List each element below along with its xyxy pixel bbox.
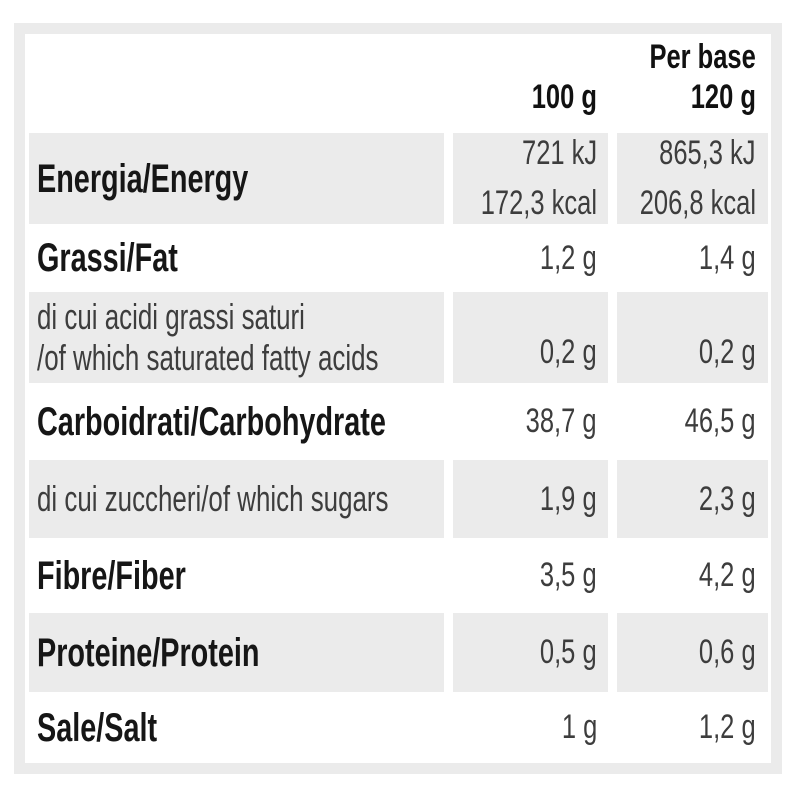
sugars-value-base: 2,3 g — [617, 460, 768, 538]
carbohydrate-value-base: 46,5 g — [617, 383, 768, 460]
table-row-carbohydrate: Carboidrati/Carbohydrate 38,7 g 46,5 g — [29, 383, 768, 460]
header-per-base-line2: 120 g — [690, 77, 756, 116]
protein-100g: 0,5 g — [540, 633, 597, 672]
carbohydrate-label-cell: Carboidrati/Carbohydrate — [29, 383, 444, 460]
column-gap — [608, 613, 617, 692]
carbohydrate-100g: 38,7 g — [526, 402, 597, 441]
column-gap — [444, 460, 453, 538]
column-gap — [444, 613, 453, 692]
column-gap — [608, 34, 617, 133]
column-gap — [444, 383, 453, 460]
nutrition-table: 100 g Per base 120 g Energia/Energy 721 … — [14, 23, 782, 774]
header-100g-label: 100 g — [531, 77, 597, 116]
protein-label: Proteine/Protein — [37, 630, 260, 675]
saturated-label-en: /of which saturated fatty acids — [37, 336, 379, 378]
energy-label-cell: Energia/Energy — [29, 133, 444, 224]
protein-base: 0,6 g — [699, 633, 756, 672]
protein-value-base: 0,6 g — [617, 613, 768, 692]
salt-value-100g: 1 g — [453, 692, 608, 763]
column-gap — [608, 538, 617, 613]
sugars-value-100g: 1,9 g — [453, 460, 608, 538]
carbohydrate-label: Carboidrati/Carbohydrate — [37, 399, 386, 444]
carbohydrate-value-100g: 38,7 g — [453, 383, 608, 460]
salt-value-base: 1,2 g — [617, 692, 768, 763]
fat-100g: 1,2 g — [540, 238, 597, 277]
saturated-label-it: di cui acidi grassi saturi — [37, 296, 305, 338]
salt-label: Sale/Salt — [37, 705, 158, 750]
fat-base: 1,4 g — [699, 238, 756, 277]
energy-value-100g: 721 kJ 172,3 kcal — [453, 133, 608, 224]
energy-label: Energia/Energy — [37, 156, 249, 201]
header-col-100g: 100 g — [453, 34, 608, 133]
salt-label-cell: Sale/Salt — [29, 692, 444, 763]
fiber-base: 4,2 g — [699, 556, 756, 595]
column-gap — [608, 383, 617, 460]
fat-label-cell: Grassi/Fat — [29, 224, 444, 292]
saturated-base: 0,2 g — [699, 333, 756, 372]
column-gap — [444, 292, 453, 383]
header-per-base-line1: Per base — [649, 37, 756, 76]
fiber-100g: 3,5 g — [540, 556, 597, 595]
fat-value-base: 1,4 g — [617, 224, 768, 292]
table-row-saturated-fat: di cui acidi grassi saturi /of which sat… — [29, 292, 768, 383]
energy-kcal-base: 206,8 kcal — [639, 183, 756, 222]
column-gap — [608, 133, 617, 224]
fiber-value-base: 4,2 g — [617, 538, 768, 613]
sugars-label-cell: di cui zuccheri/of which sugars — [29, 460, 444, 538]
table-row-protein: Proteine/Protein 0,5 g 0,6 g — [29, 613, 768, 692]
saturated-100g: 0,2 g — [540, 333, 597, 372]
protein-label-cell: Proteine/Protein — [29, 613, 444, 692]
column-gap — [608, 460, 617, 538]
energy-kcal-100g: 172,3 kcal — [480, 183, 597, 222]
sugars-base: 2,3 g — [699, 479, 756, 518]
table-row-energy: Energia/Energy 721 kJ 172,3 kcal 865,3 k… — [29, 133, 768, 224]
column-gap — [444, 34, 453, 133]
column-gap — [608, 292, 617, 383]
fat-value-100g: 1,2 g — [453, 224, 608, 292]
table-row-fat: Grassi/Fat 1,2 g 1,4 g — [29, 224, 768, 292]
fiber-label-cell: Fibre/Fiber — [29, 538, 444, 613]
salt-100g: 1 g — [561, 708, 597, 747]
energy-value-base: 865,3 kJ 206,8 kcal — [617, 133, 768, 224]
protein-value-100g: 0,5 g — [453, 613, 608, 692]
fiber-label: Fibre/Fiber — [37, 553, 186, 598]
column-gap — [444, 224, 453, 292]
header-row: 100 g Per base 120 g — [29, 34, 768, 133]
table-row-salt: Sale/Salt 1 g 1,2 g — [29, 692, 768, 763]
sugars-100g: 1,9 g — [540, 479, 597, 518]
energy-kj-100g: 721 kJ — [521, 134, 597, 173]
table-row-fiber: Fibre/Fiber 3,5 g 4,2 g — [29, 538, 768, 613]
carbohydrate-base: 46,5 g — [685, 402, 756, 441]
header-empty-cell — [29, 34, 444, 133]
fat-label: Grassi/Fat — [37, 236, 178, 280]
table-row-sugars: di cui zuccheri/of which sugars 1,9 g 2,… — [29, 460, 768, 538]
column-gap — [444, 692, 453, 763]
salt-base: 1,2 g — [699, 708, 756, 747]
column-gap — [608, 224, 617, 292]
energy-kj-base: 865,3 kJ — [659, 134, 756, 173]
fiber-value-100g: 3,5 g — [453, 538, 608, 613]
column-gap — [444, 538, 453, 613]
saturated-label-cell: di cui acidi grassi saturi /of which sat… — [29, 292, 444, 383]
saturated-value-100g: 0,2 g — [453, 292, 608, 383]
column-gap — [444, 133, 453, 224]
saturated-value-base: 0,2 g — [617, 292, 768, 383]
header-col-per-base: Per base 120 g — [617, 34, 768, 133]
column-gap — [608, 692, 617, 763]
sugars-label: di cui zuccheri/of which sugars — [37, 477, 389, 519]
